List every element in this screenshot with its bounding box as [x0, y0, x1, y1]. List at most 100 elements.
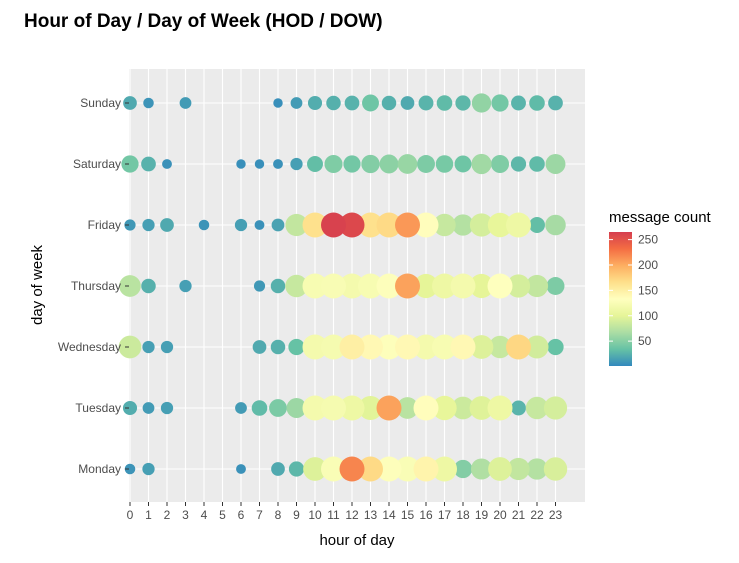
y-tick-label: Tuesday: [75, 401, 121, 415]
data-point: [285, 274, 308, 298]
data-point: [252, 340, 267, 354]
data-point: [545, 154, 566, 174]
data-point: [491, 94, 509, 112]
data-point: [451, 396, 475, 420]
data-point: [358, 395, 383, 421]
data-point: [525, 274, 549, 298]
data-point: [487, 395, 513, 421]
legend-title: message count: [609, 209, 712, 226]
data-point: [413, 456, 439, 482]
data-point: [450, 273, 476, 299]
data-point: [254, 159, 265, 169]
y-tick-label: Monday: [78, 462, 121, 476]
data-point: [469, 273, 494, 299]
x-tick-label: 10: [308, 508, 322, 522]
data-point: [453, 459, 473, 479]
data-point: [179, 97, 192, 109]
x-tick-label: 20: [493, 508, 507, 522]
data-point: [511, 400, 526, 416]
data-point: [270, 278, 286, 294]
data-point: [160, 340, 174, 354]
data-point: [288, 338, 305, 356]
data-point: [160, 218, 174, 232]
data-point: [546, 277, 565, 295]
data-point: [543, 396, 568, 420]
x-tick-label: 2: [164, 508, 171, 522]
data-point: [418, 95, 434, 111]
data-point: [510, 156, 527, 172]
data-point: [286, 398, 307, 418]
data-point: [379, 154, 399, 174]
x-tick-label: 16: [419, 508, 433, 522]
data-point: [487, 273, 513, 299]
data-point: [361, 154, 380, 174]
data-point: [143, 97, 154, 109]
x-tick-label: 18: [456, 508, 470, 522]
data-point: [142, 218, 155, 232]
data-point: [525, 335, 549, 359]
y-axis: Monday Tuesday Wednesday Thursday Friday Satu…: [58, 96, 129, 476]
data-point: [234, 218, 248, 232]
data-point: [339, 395, 365, 421]
y-tick-label: Saturday: [73, 157, 121, 171]
legend-tick-label: 200: [638, 258, 658, 272]
data-point: [396, 397, 419, 419]
data-point: [488, 457, 512, 481]
data-point: [436, 95, 453, 111]
x-tick-label: 6: [238, 508, 245, 522]
data-point: [413, 212, 439, 238]
legend-ticks: 50 100 150 200 250: [609, 233, 658, 348]
data-point: [529, 95, 545, 111]
data-point: [433, 213, 456, 237]
data-point: [471, 93, 492, 113]
legend-colorbar: [609, 232, 632, 366]
data-point: [455, 95, 471, 111]
x-tick-label: 1: [145, 508, 152, 522]
y-tick-label: Sunday: [80, 96, 121, 110]
data-point: [395, 334, 420, 360]
data-point: [339, 212, 365, 238]
data-point: [469, 335, 494, 359]
x-tick-label: 22: [530, 508, 544, 522]
data-point: [321, 456, 346, 482]
data-point: [376, 456, 402, 482]
y-tick-label: Wednesday: [58, 340, 121, 354]
data-point: [162, 159, 172, 169]
data-point: [270, 339, 286, 355]
x-tick-label: 5: [219, 508, 226, 522]
data-point: [454, 155, 472, 173]
data-point: [198, 219, 210, 231]
x-tick-label: 3: [182, 508, 189, 522]
data-point: [235, 402, 247, 414]
data-point: [142, 462, 155, 476]
x-axis: 0 1 2 3 4 5 6 7 8 9 10 11 12 13 14 15 16 17 18 19 20 21 22 23: [127, 502, 562, 522]
data-point: [376, 334, 402, 360]
data-point: [395, 456, 420, 482]
data-point: [545, 214, 566, 236]
data-point: [432, 273, 457, 299]
data-point: [470, 458, 493, 480]
data-point: [285, 213, 308, 237]
data-point: [417, 155, 435, 173]
x-tick-label: 11: [327, 508, 340, 522]
data-point: [488, 335, 512, 359]
data-point: [413, 395, 439, 421]
legend-tick-label: 150: [638, 283, 658, 297]
data-point: [413, 334, 439, 360]
data-point: [529, 156, 545, 172]
data-point: [302, 395, 328, 421]
data-point: [122, 400, 138, 416]
data-point: [288, 461, 305, 477]
data-point: [506, 212, 531, 238]
data-point: [321, 212, 346, 238]
legend-tick-label: 50: [638, 334, 652, 348]
data-point: [326, 95, 341, 111]
data-point: [397, 154, 418, 174]
x-tick-label: 21: [512, 508, 526, 522]
data-point: [395, 273, 420, 299]
data-point: [160, 401, 174, 415]
y-axis-title: day of week: [29, 244, 46, 325]
data-point: [450, 334, 476, 360]
x-tick-label: 9: [293, 508, 300, 522]
data-point: [179, 279, 192, 293]
